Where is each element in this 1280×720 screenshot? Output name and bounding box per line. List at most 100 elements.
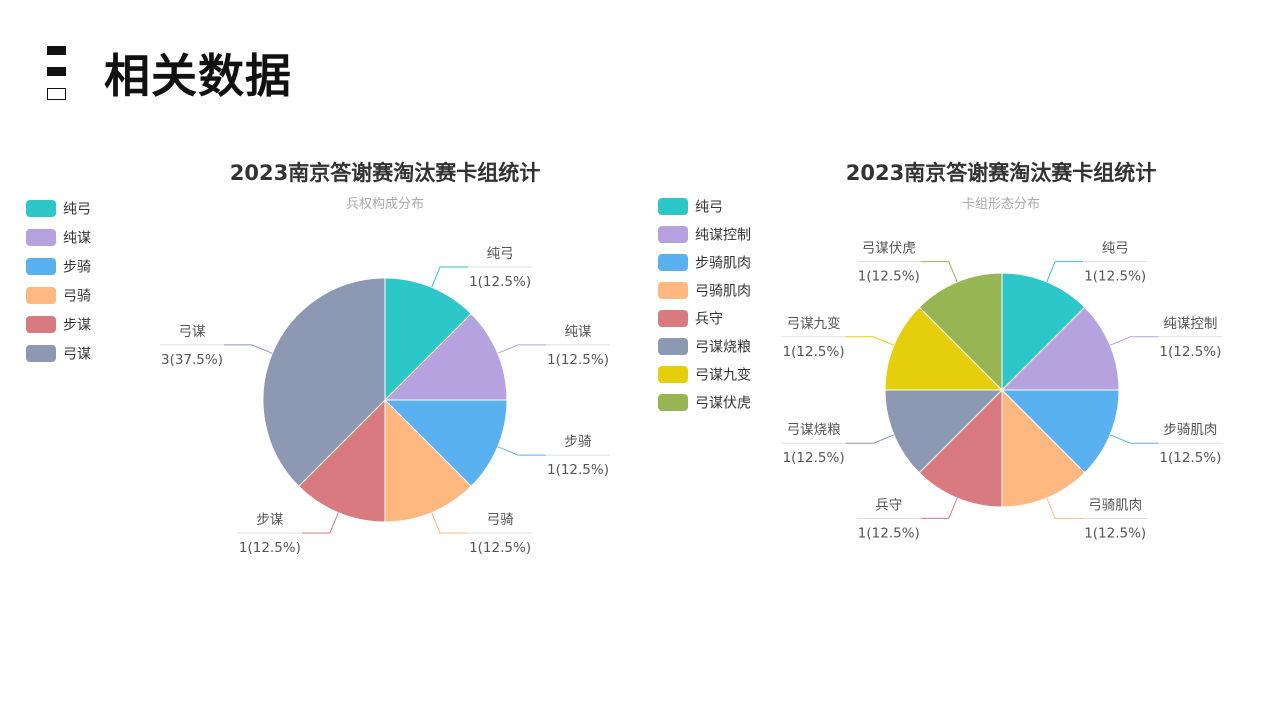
- legend-label: 纯弓: [695, 200, 723, 216]
- label-leader-line: [1046, 497, 1084, 519]
- legend-swatch: [26, 345, 56, 362]
- legend-label: 步骑: [63, 260, 91, 276]
- slice-value-label: 1(12.5%): [783, 344, 845, 360]
- slice-name-label: 弓骑: [487, 512, 514, 528]
- slice-value-label: 1(12.5%): [1084, 269, 1146, 285]
- slice-value-label: 1(12.5%): [469, 540, 531, 556]
- chart-2-slices: [884, 272, 1120, 508]
- legend-item[interactable]: 步骑肌肉: [658, 254, 751, 272]
- slice-label: 纯弓 1(12.5%): [431, 246, 533, 290]
- label-leader-line: [431, 266, 469, 288]
- pie-slice[interactable]: [298, 398, 386, 523]
- legend-label: 弓谋烧粮: [695, 340, 751, 356]
- legend-label: 纯谋: [63, 231, 91, 247]
- chart-1-subtitle: 兵权构成分布: [346, 196, 424, 212]
- legend-swatch: [26, 258, 56, 275]
- legend-label: 纯弓: [63, 202, 91, 218]
- pie-slice[interactable]: [884, 389, 1004, 474]
- slice-name-label: 弓骑肌肉: [1088, 497, 1142, 513]
- legend-item[interactable]: 弓骑: [26, 287, 91, 305]
- pie-slice[interactable]: [918, 272, 1003, 392]
- pie-slice[interactable]: [918, 388, 1003, 508]
- slice-name-label: 弓谋: [179, 324, 206, 340]
- legend-label: 弓谋伏虎: [695, 396, 751, 412]
- slice-name-label: 兵守: [875, 497, 902, 513]
- slice-value-label: 1(12.5%): [1084, 525, 1146, 541]
- label-leader-line: [497, 446, 546, 456]
- pie-slice[interactable]: [383, 399, 508, 487]
- legend-item[interactable]: 兵守: [658, 310, 723, 328]
- legend-swatch: [658, 254, 688, 271]
- pie-slice[interactable]: [1001, 388, 1086, 508]
- legend-label: 步骑肌肉: [695, 256, 751, 272]
- slice-label: 兵守 1(12.5%): [856, 497, 958, 541]
- legend-item[interactable]: 弓谋九变: [658, 366, 751, 384]
- slice-label: 步骑肌肉 1(12.5%): [1109, 422, 1223, 466]
- slice-value-label: 1(12.5%): [858, 269, 920, 285]
- slice-label: 步谋 1(12.5%): [237, 512, 339, 556]
- pie-slice[interactable]: [1000, 306, 1120, 391]
- slice-value-label: 1(12.5%): [547, 462, 609, 478]
- legend-item[interactable]: 步骑: [26, 258, 91, 276]
- label-leader-line: [920, 261, 958, 283]
- chart-2-title: 2023南京答谢赛淘汰赛卡组统计: [846, 161, 1156, 185]
- pie-slice[interactable]: [384, 398, 472, 523]
- page-title: 相关数据: [104, 49, 292, 103]
- legend-item[interactable]: 弓谋伏虎: [658, 394, 751, 412]
- legend-item[interactable]: 步谋: [26, 316, 91, 334]
- label-leader-line: [845, 336, 895, 346]
- legend-item[interactable]: 纯谋控制: [658, 226, 751, 244]
- legend-item[interactable]: 纯谋: [26, 229, 91, 247]
- slice-label: 弓骑肌肉 1(12.5%): [1046, 497, 1148, 541]
- slice-label: 纯谋控制 1(12.5%): [1109, 316, 1223, 360]
- legend-item[interactable]: 弓谋: [26, 345, 91, 363]
- legend-label: 弓谋: [63, 347, 91, 363]
- legend-label: 纯谋控制: [695, 228, 751, 244]
- pie-slice[interactable]: [1001, 272, 1086, 392]
- legend-swatch: [658, 282, 688, 299]
- label-leader-line: [920, 497, 958, 519]
- slice-value-label: 1(12.5%): [469, 274, 531, 290]
- slice-name-label: 纯谋控制: [1163, 316, 1217, 332]
- legend-swatch: [658, 198, 688, 215]
- legend-swatch: [26, 200, 56, 217]
- pie-slice[interactable]: [1000, 389, 1120, 474]
- slice-name-label: 步谋: [256, 512, 283, 528]
- legend-item[interactable]: 弓谋烧粮: [658, 338, 751, 356]
- slice-label: 弓谋九变 1(12.5%): [781, 316, 895, 360]
- label-leader-line: [1046, 261, 1084, 283]
- chart-2: 2023南京答谢赛淘汰赛卡组统计 卡组形态分布 纯弓纯谋控制步骑肌肉弓骑肌肉兵守…: [658, 161, 1223, 541]
- slice-label: 弓谋 3(37.5%): [160, 324, 273, 368]
- label-leader-line: [431, 512, 469, 534]
- label-leader-line: [1109, 336, 1159, 346]
- legend-label: 兵守: [695, 312, 723, 328]
- slice-name-label: 弓谋九变: [787, 316, 841, 332]
- pie-slice[interactable]: [383, 313, 508, 401]
- chart-1-labels: 纯弓 1(12.5%) 纯谋 1(12.5%) 步骑 1(12.5%) 弓骑 1(12.5%)…: [160, 246, 610, 556]
- label-leader-line: [224, 344, 273, 354]
- slice-label: 弓谋伏虎 1(12.5%): [856, 241, 958, 285]
- slice-value-label: 1(12.5%): [858, 525, 920, 541]
- legend-swatch: [26, 229, 56, 246]
- slice-label: 纯弓 1(12.5%): [1046, 241, 1148, 285]
- slice-label: 步骑 1(12.5%): [497, 434, 610, 478]
- legend-item[interactable]: 纯弓: [658, 198, 723, 216]
- slice-name-label: 纯弓: [1102, 241, 1129, 257]
- legend-swatch: [658, 366, 688, 383]
- pie-slice[interactable]: [884, 306, 1004, 391]
- label-leader-line: [1109, 434, 1159, 444]
- slice-value-label: 1(12.5%): [783, 450, 845, 466]
- pie-slice[interactable]: [384, 277, 472, 402]
- chart-2-subtitle: 卡组形态分布: [962, 197, 1040, 212]
- legend-item[interactable]: 弓骑肌肉: [658, 282, 751, 300]
- chart-1-title: 2023南京答谢赛淘汰赛卡组统计: [230, 161, 540, 185]
- legend-item[interactable]: 纯弓: [26, 200, 91, 218]
- legend-label: 弓谋九变: [695, 368, 751, 384]
- legend-swatch: [658, 226, 688, 243]
- slice-name-label: 纯谋: [565, 324, 593, 340]
- label-leader-line: [301, 512, 339, 534]
- slice-name-label: 纯弓: [487, 246, 514, 262]
